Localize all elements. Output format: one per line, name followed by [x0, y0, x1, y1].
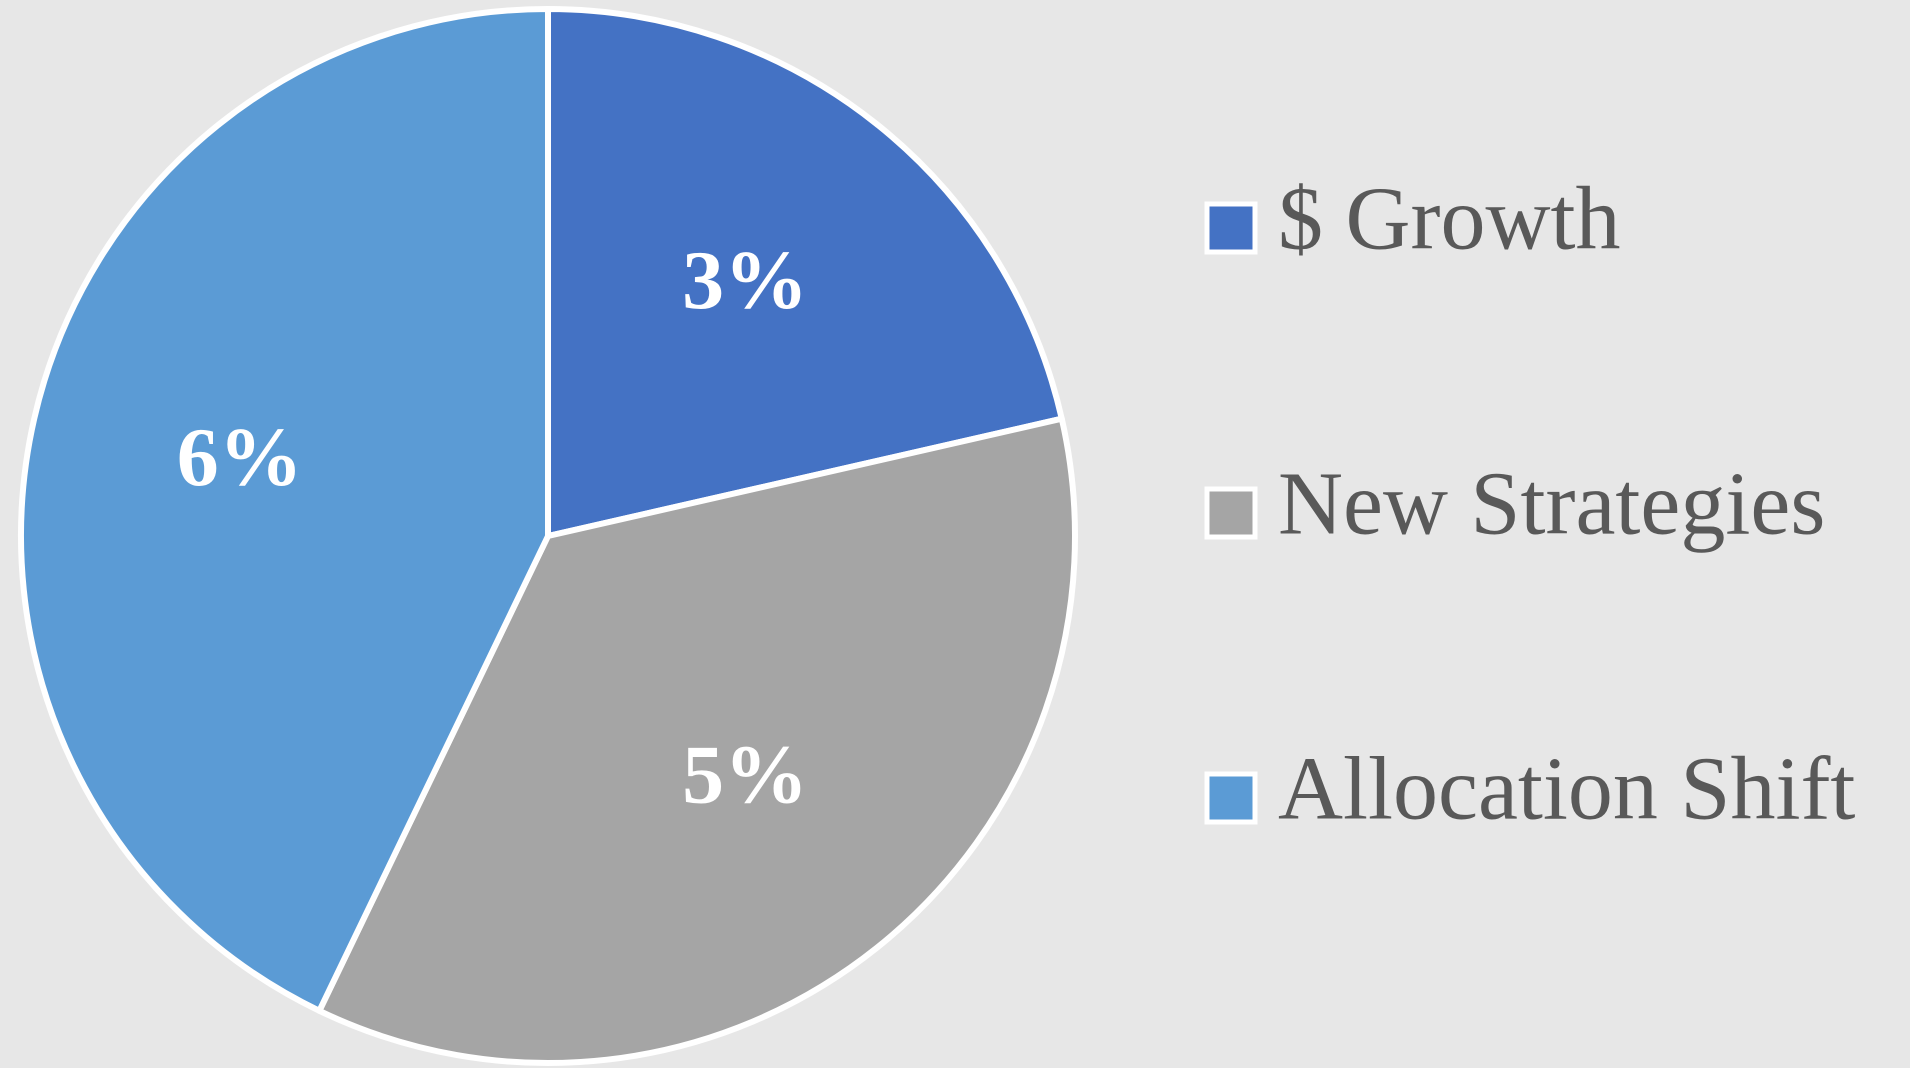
legend-label: $ Growth — [1278, 170, 1620, 269]
legend-label: New Strategies — [1278, 455, 1825, 554]
legend-swatch — [1204, 486, 1258, 540]
legend-swatch — [1204, 771, 1258, 825]
legend-label: Allocation Shift — [1278, 740, 1855, 839]
pie-slice — [18, 6, 551, 1014]
pie-slice — [316, 415, 1078, 1066]
data-label: 6% — [177, 411, 303, 504]
data-label: 5% — [682, 728, 808, 821]
data-label: 3% — [682, 234, 808, 327]
legend-swatch — [1204, 201, 1258, 255]
pie-slice — [545, 6, 1065, 539]
